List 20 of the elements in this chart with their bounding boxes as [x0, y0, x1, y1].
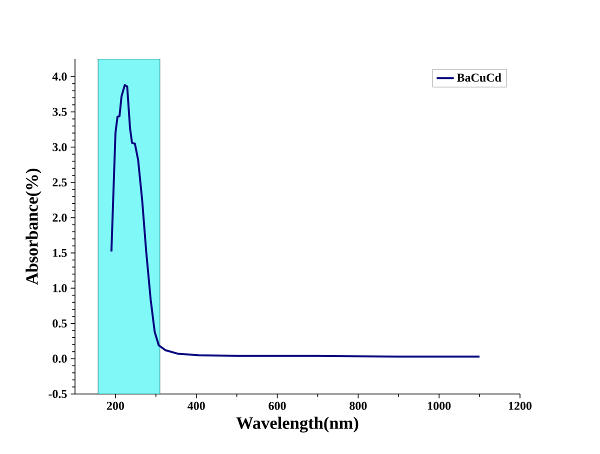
y-tick-label: 2.0	[52, 214, 67, 222]
y-tick-label: 2.5	[52, 178, 67, 186]
x-tick-label: 400	[188, 402, 205, 410]
y-tick-label: 3.0	[52, 143, 67, 152]
x-axis-title: Wavelength(nm)	[236, 416, 358, 433]
y-tick-label: 1.5	[53, 248, 67, 257]
y-axis-title: Absorbance(%)	[26, 168, 42, 285]
x-tick-label: 600	[268, 402, 286, 410]
x-tick-label: 800	[350, 402, 367, 410]
legend-label: BaCuCd	[456, 73, 502, 82]
y-tick-label: -0.5	[48, 390, 67, 398]
y-tick-label: 4.0	[52, 72, 67, 81]
y-tick-label: 0.0	[52, 354, 67, 363]
line-series	[110, 84, 481, 358]
y-tick-label: 1.0	[53, 284, 67, 292]
x-tick-label: 1200	[508, 402, 532, 410]
y-tick-label: 0.5	[52, 319, 67, 328]
y-tick-label: 3.5	[52, 108, 67, 116]
x-tick-label: 1000	[428, 402, 451, 410]
x-tick-label: 200	[106, 402, 124, 410]
